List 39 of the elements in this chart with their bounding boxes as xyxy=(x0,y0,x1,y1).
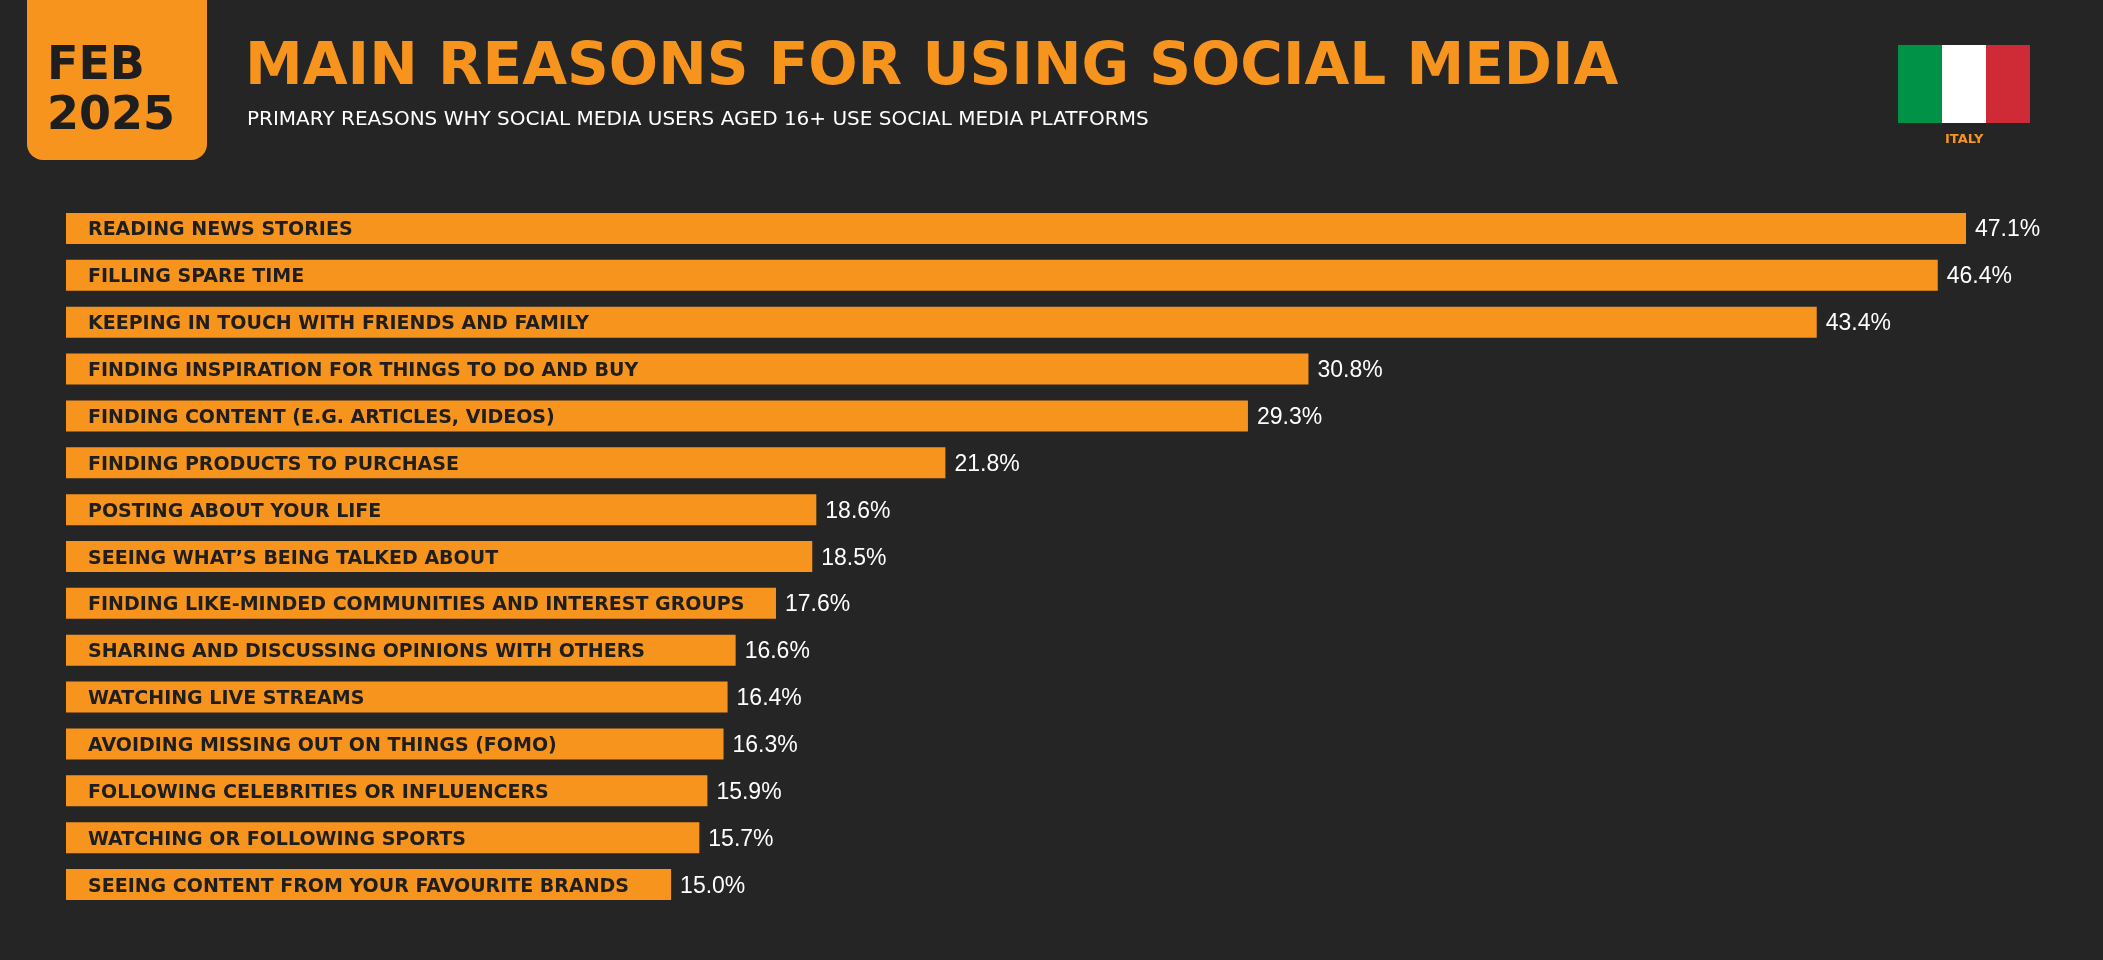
text: ITALY xyxy=(1945,131,1985,146)
data-label: 30.8% xyxy=(1317,356,1383,383)
y-tick-label: SEEING CONTENT FROM YOUR FAVOURITE BRANDS xyxy=(88,873,630,896)
data-label: 46.4% xyxy=(1946,262,2012,289)
y-tick-label: WATCHING LIVE STREAMS xyxy=(88,686,365,709)
data-label: 15.7% xyxy=(708,824,774,851)
data-label: 18.5% xyxy=(821,543,887,570)
y-tick-label: WATCHING OR FOLLOWING SPORTS xyxy=(88,826,466,849)
y-tick-label: FILLING SPARE TIME xyxy=(88,264,305,287)
y-tick-label: FINDING INSPIRATION FOR THINGS TO DO AND BUY xyxy=(88,358,639,381)
data-label: 29.3% xyxy=(1256,402,1323,429)
text: FEB 2025 xyxy=(47,36,176,140)
bar xyxy=(66,212,1966,244)
y-tick-label: SHARING AND DISCUSSING OPINIONS WITH OTHERS xyxy=(88,639,645,662)
data-label: 16.6% xyxy=(744,637,810,664)
data-label: 15.0% xyxy=(680,871,746,898)
y-tick-label: KEEPING IN TOUCH WITH FRIENDS AND FAMILY xyxy=(88,311,590,334)
y-tick-label: FOLLOWING CELEBRITIES OR INFLUENCERS xyxy=(88,779,549,802)
bar xyxy=(66,400,1248,432)
data-label: 47.1% xyxy=(1975,215,2041,242)
y-tick-label: READING NEWS STORIES xyxy=(88,217,353,240)
data-label: 16.3% xyxy=(732,730,798,757)
data-label: 43.4% xyxy=(1825,309,1891,336)
bar xyxy=(66,306,1817,338)
y-tick-label: FINDING PRODUCTS TO PURCHASE xyxy=(88,451,459,474)
y-tick-label: AVOIDING MISSING OUT ON THINGS (FOMO) xyxy=(88,732,557,755)
chart-title: MAIN REASONS FOR USING SOCIAL MEDIA xyxy=(245,30,1619,98)
y-tick-label: POSTING ABOUT YOUR LIFE xyxy=(88,498,382,521)
y-tick-label: FINDING LIKE-MINDED COMMUNITIES AND INTEREST GROUPS xyxy=(88,592,745,615)
data-label: 15.9% xyxy=(716,777,782,804)
bar xyxy=(66,259,1938,291)
data-label: 16.4% xyxy=(736,684,802,711)
y-tick-label: FINDING CONTENT (E.G. ARTICLES, VIDEOS) xyxy=(88,404,555,427)
y-tick-label: SEEING WHAT’S BEING TALKED ABOUT xyxy=(88,545,499,568)
data-label: 17.6% xyxy=(784,590,851,617)
data-label: 21.8% xyxy=(954,449,1020,476)
data-label: 18.6% xyxy=(825,496,891,523)
bar xyxy=(66,494,817,526)
chart-subtitle: PRIMARY REASONS WHY SOCIAL MEDIA USERS AGED 16+ USE SOCIAL MEDIA PLATFORMS xyxy=(247,106,1149,130)
